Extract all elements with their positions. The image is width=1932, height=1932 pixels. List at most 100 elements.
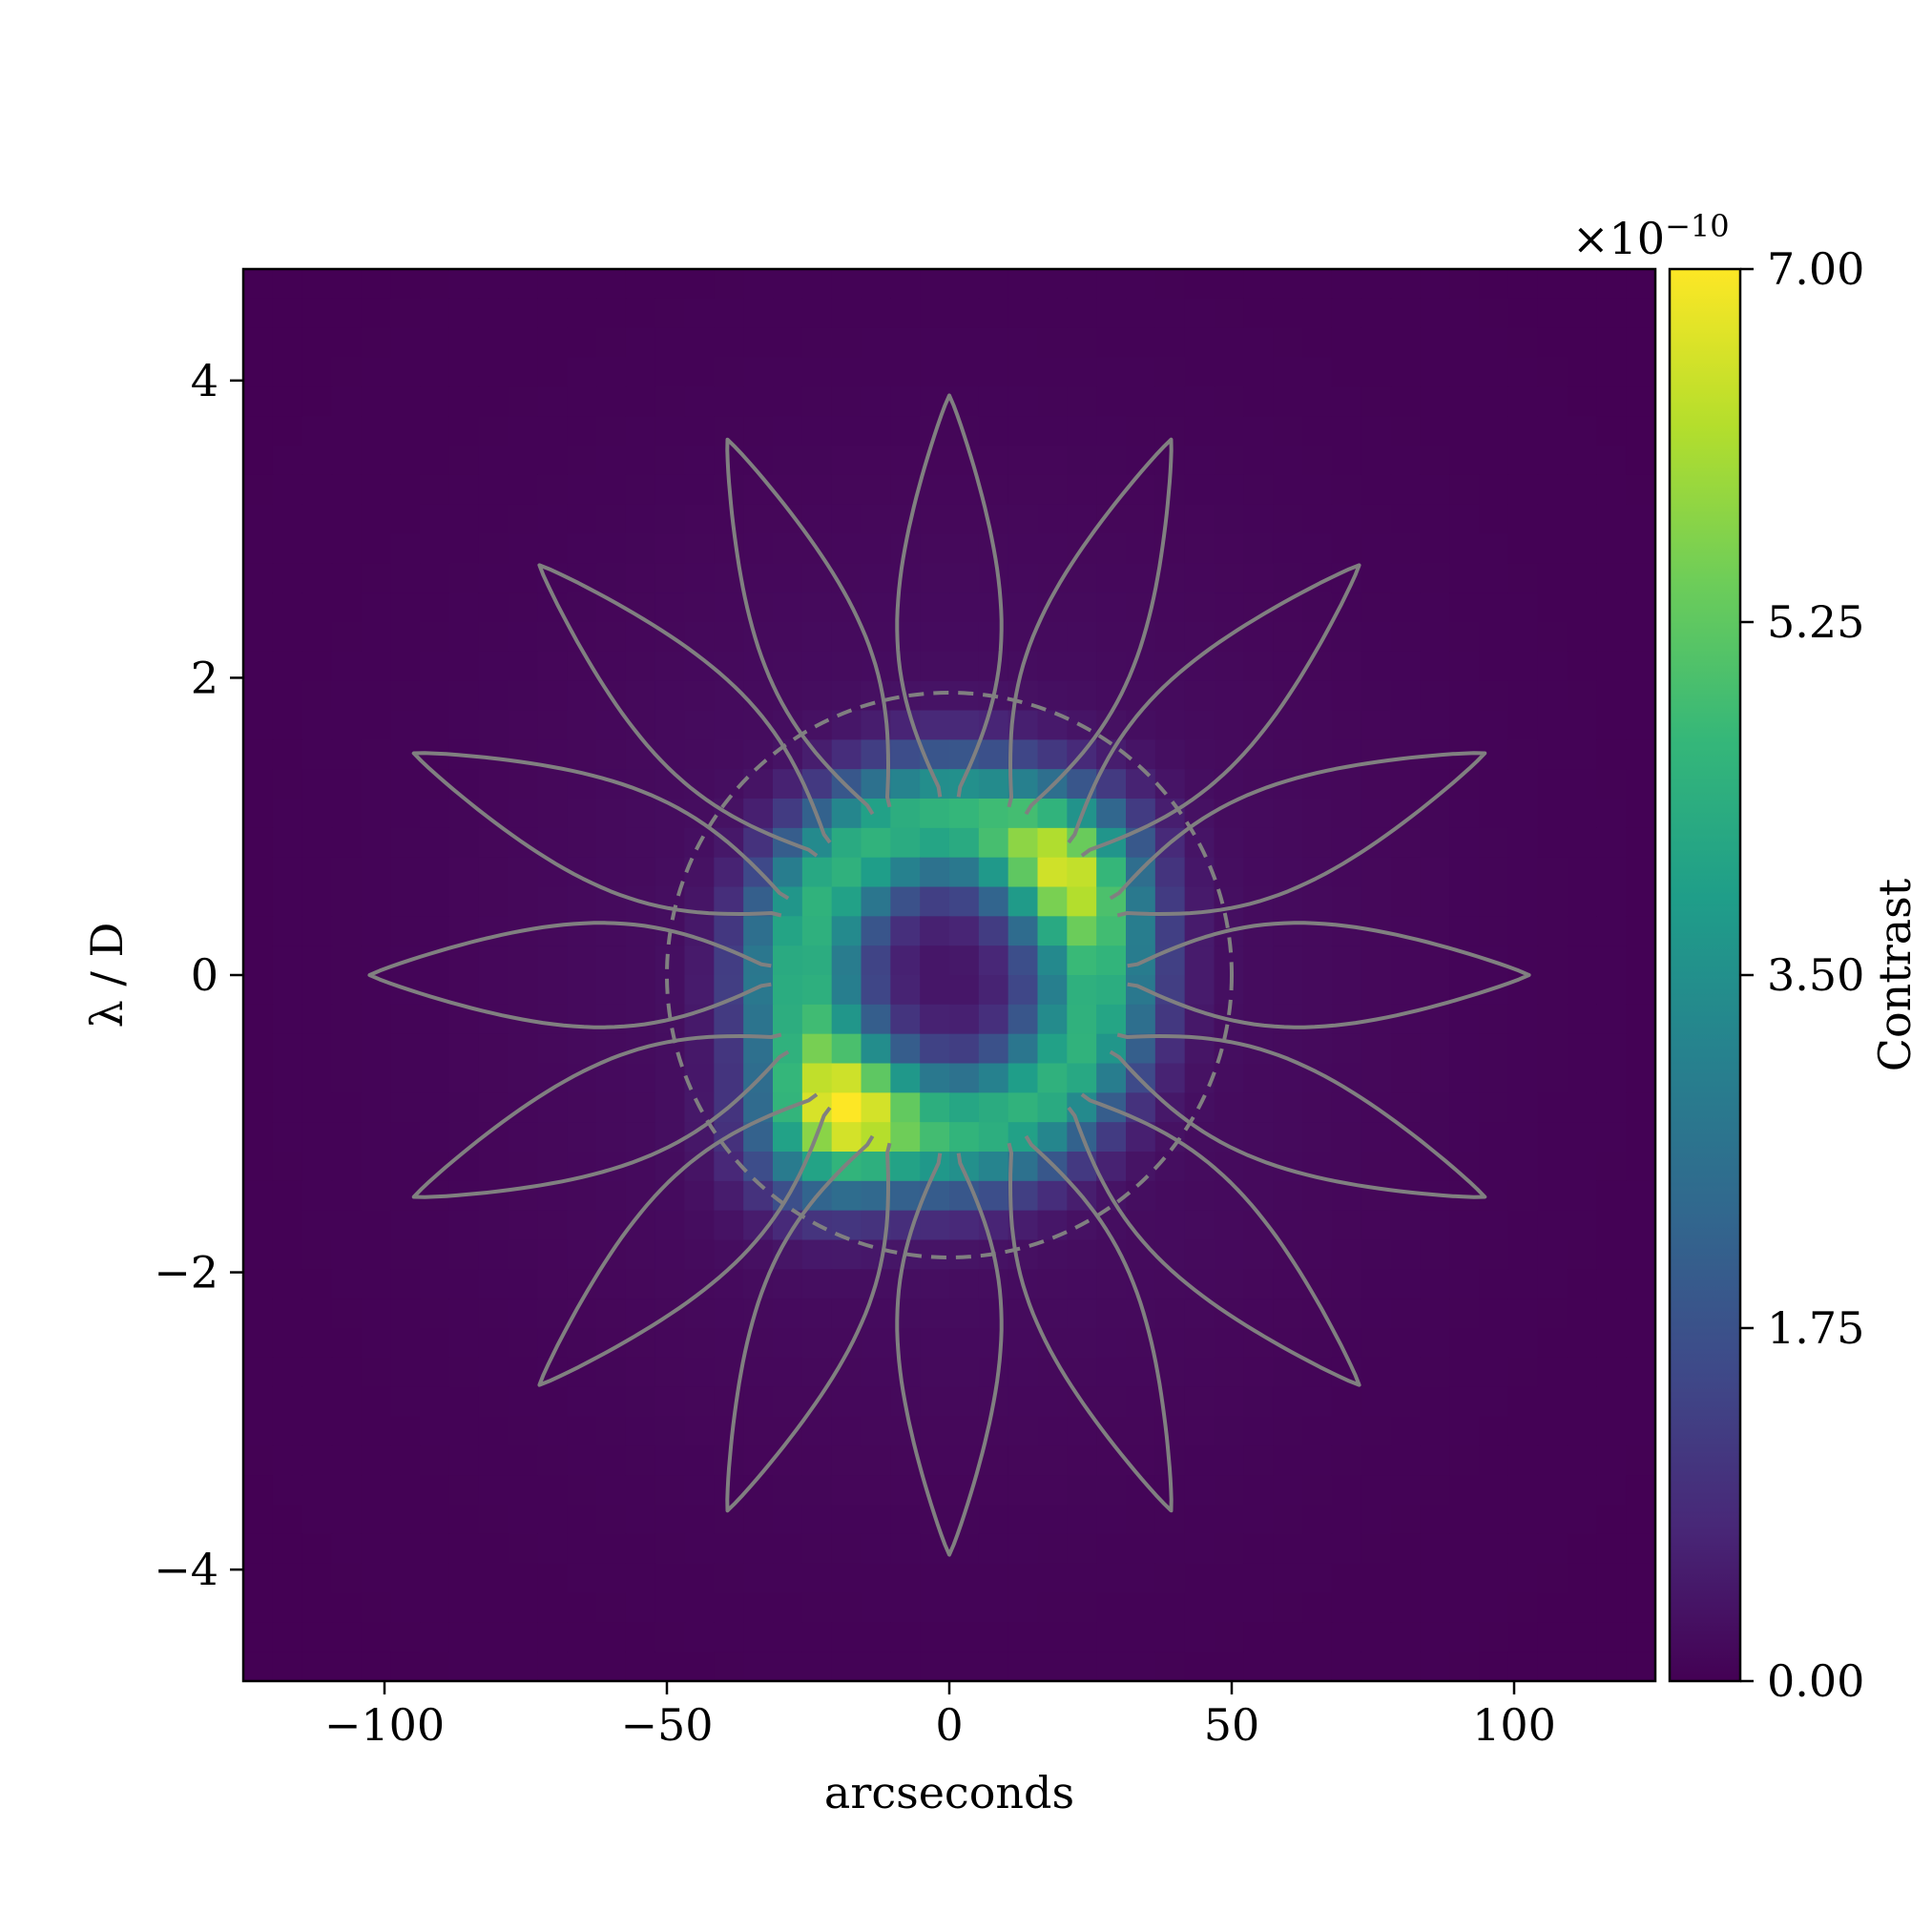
heatmap-cell (537, 651, 568, 682)
heatmap-cell (508, 298, 538, 329)
heatmap-cell (773, 563, 803, 593)
heatmap-cell (801, 1652, 833, 1681)
heatmap-cell (1567, 1152, 1597, 1182)
heatmap-cell (1626, 1505, 1655, 1535)
heatmap-cell (1302, 386, 1333, 417)
heatmap-cell (1184, 1475, 1215, 1506)
heatmap-cell (478, 1180, 509, 1212)
heatmap-cell (361, 916, 391, 946)
heatmap-cell (301, 592, 333, 623)
heatmap-cell (625, 1122, 656, 1153)
heatmap-cell (448, 357, 480, 387)
heatmap-cell (596, 1475, 627, 1506)
heatmap-cell (714, 1033, 744, 1065)
heatmap-cell (1361, 592, 1392, 623)
heatmap-cell (684, 1475, 715, 1506)
heatmap-cell (1537, 386, 1568, 417)
heatmap-cell (1067, 1652, 1097, 1681)
heatmap-cell (1243, 857, 1274, 888)
heatmap-cell (361, 1328, 391, 1359)
heatmap-cell (1331, 1622, 1362, 1652)
heatmap-cell (1037, 1063, 1068, 1093)
heatmap-cell (390, 916, 421, 946)
heatmap-cell (1067, 1475, 1097, 1506)
heatmap-cell (654, 1063, 686, 1093)
heatmap-cell (949, 563, 980, 593)
heatmap-cell (272, 945, 303, 976)
heatmap-cell (331, 446, 362, 476)
heatmap-cell (420, 298, 450, 329)
heatmap-cell (743, 1533, 774, 1565)
starshade-petal (1007, 437, 1174, 816)
heatmap-cell (1184, 1445, 1215, 1476)
heatmap-cell (978, 1152, 1009, 1182)
heatmap-cell (1302, 1328, 1333, 1359)
heatmap-cell (478, 298, 509, 329)
heatmap-cell (1420, 1210, 1450, 1241)
heatmap-cell (831, 1505, 862, 1535)
heatmap-cell (478, 504, 509, 535)
heatmap-cell (420, 827, 450, 859)
heatmap-cell (361, 1298, 391, 1329)
heatmap-cell (1479, 1063, 1509, 1093)
heatmap-cell (1302, 799, 1333, 829)
heatmap-cell (949, 916, 980, 946)
heatmap-cell (1184, 1239, 1215, 1270)
heatmap-cell (272, 1004, 303, 1035)
heatmap-cell (331, 1092, 362, 1123)
heatmap-cell (861, 1063, 891, 1093)
heatmap-cell (1096, 533, 1127, 564)
heatmap-cell (537, 1652, 568, 1681)
heatmap-cell (1449, 886, 1480, 917)
heatmap-cell (301, 1298, 333, 1329)
heatmap-cell (1273, 446, 1303, 476)
heatmap-cell (1361, 1445, 1392, 1476)
heatmap-cell (654, 1210, 686, 1241)
heatmap-cell (625, 327, 656, 359)
heatmap-cell (1626, 1592, 1655, 1623)
heatmap-cell (1420, 269, 1450, 300)
heatmap-cell (1449, 1239, 1480, 1270)
heatmap-cell (1243, 1533, 1274, 1565)
heatmap-cell (890, 298, 921, 329)
heatmap-cell (1302, 446, 1333, 476)
heatmap-cell (1302, 975, 1333, 1006)
heatmap-cell (1067, 1004, 1097, 1035)
heatmap-cell (390, 1033, 421, 1065)
heatmap-cell (1273, 710, 1303, 740)
heatmap-cell (1302, 1563, 1333, 1594)
heatmap-cell (1449, 1210, 1480, 1241)
heatmap-cell (1567, 327, 1597, 359)
heatmap-cell (1067, 1622, 1097, 1652)
heatmap-cell (243, 1386, 274, 1418)
heatmap-cell (1449, 1033, 1480, 1065)
heatmap-cell (1214, 1416, 1244, 1446)
heatmap-cell (1507, 1505, 1539, 1535)
heatmap-cell (1067, 1269, 1097, 1299)
heatmap-cell (361, 1445, 391, 1476)
heatmap-cell (1420, 592, 1450, 623)
starshade-petal (725, 1134, 892, 1513)
heatmap-cell (1507, 563, 1539, 593)
heatmap-cell (1214, 651, 1244, 682)
heatmap-cell (537, 769, 568, 800)
heatmap-cell (978, 945, 1009, 976)
heatmap-cell (1390, 1622, 1421, 1652)
heatmap-cell (1331, 651, 1362, 682)
heatmap-cell (801, 622, 833, 653)
heatmap-cell (272, 298, 303, 329)
heatmap-cell (596, 504, 627, 535)
heatmap-cell (272, 1445, 303, 1476)
heatmap-cell (1626, 1092, 1655, 1123)
heatmap-cell (831, 1445, 862, 1476)
heatmap-cell (243, 1505, 274, 1535)
heatmap-cell (1067, 680, 1097, 712)
heatmap-cell (448, 298, 480, 329)
colorbar-tick-label: 5.25 (1767, 596, 1864, 648)
heatmap-cell (654, 1416, 686, 1446)
heatmap-cell (1567, 1386, 1597, 1418)
heatmap-cell (861, 1416, 891, 1446)
heatmap-cell (1008, 1505, 1039, 1535)
heatmap-cell (1390, 1210, 1421, 1241)
